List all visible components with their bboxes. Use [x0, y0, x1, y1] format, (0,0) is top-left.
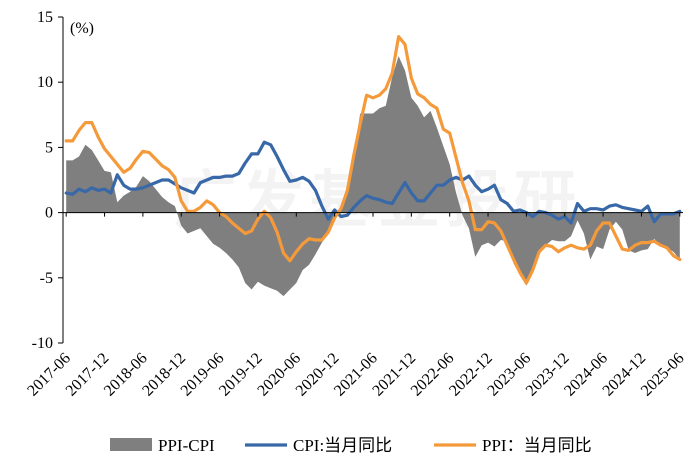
y-tick-label: 10 — [37, 74, 53, 91]
x-tick-label: 2025-06 — [638, 350, 688, 400]
legend-label: CPI:当月同比 — [293, 436, 392, 455]
y-tick-label: -10 — [32, 335, 53, 352]
lines-layer — [64, 34, 682, 285]
y-tick-label: 15 — [37, 9, 53, 26]
unit-label: (%) — [70, 20, 94, 37]
y-tick-label: 5 — [45, 139, 53, 156]
series-line-ppi — [64, 34, 682, 285]
legend: PPI-CPI CPI:当月同比 PPI：当月同比 — [110, 436, 592, 455]
legend-swatch-ppi-cpi — [110, 438, 152, 451]
series-line-cpi — [64, 140, 682, 225]
series-area-ppi-cpi — [66, 56, 680, 297]
legend-label: PPI-CPI — [158, 436, 215, 455]
y-tick-label: -5 — [40, 270, 53, 287]
legend-label: PPI：当月同比 — [482, 436, 592, 455]
y-tick-label: 0 — [45, 205, 53, 222]
area-layer — [66, 56, 680, 297]
